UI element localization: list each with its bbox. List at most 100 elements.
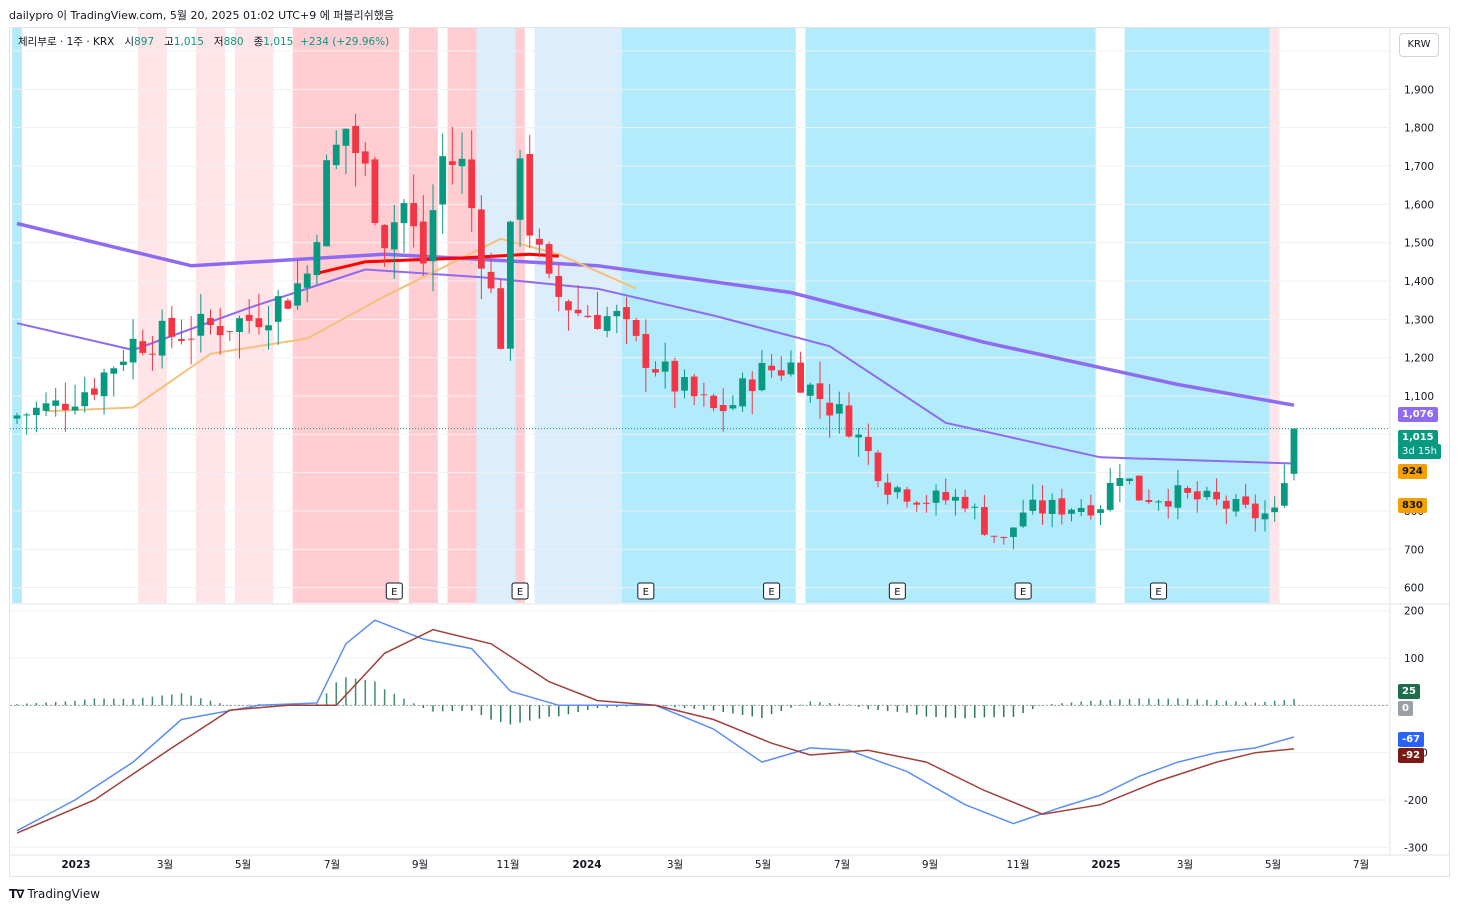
candle-body	[400, 203, 408, 224]
low-value: 880	[223, 36, 244, 48]
time-tick-label: 2025	[1091, 859, 1120, 871]
candle-body	[874, 452, 882, 482]
candle-body	[932, 490, 940, 503]
earnings-marker-label: E	[391, 587, 397, 598]
candle-body	[565, 301, 572, 311]
candle-body	[410, 203, 418, 227]
signal-line	[16, 628, 1295, 834]
candle-body	[487, 271, 495, 289]
candle-body	[555, 275, 563, 297]
candle-body	[23, 414, 31, 416]
price-tick-label: 1,100	[1404, 391, 1434, 403]
signal-line-label: -92	[1398, 748, 1425, 763]
candle-body	[100, 372, 108, 397]
candle-body	[826, 402, 834, 416]
earnings-marker-label: E	[517, 587, 523, 598]
candle-body	[642, 334, 650, 368]
candle-body	[1222, 500, 1230, 509]
candle-body	[1203, 490, 1211, 498]
candle-body	[835, 404, 843, 414]
candle-body	[913, 502, 921, 505]
macd-pane: 2001000-100-200-300	[10, 606, 1428, 854]
candle-body	[1193, 491, 1201, 500]
candle-body	[13, 415, 21, 419]
earnings-marker	[1014, 582, 1032, 600]
candle-body	[1039, 500, 1046, 514]
candle-body	[681, 377, 688, 391]
highlight-band	[292, 28, 400, 603]
candle-body	[1251, 503, 1259, 519]
candle-body	[284, 300, 292, 309]
candle-body	[1164, 501, 1172, 507]
earnings-marker	[385, 582, 403, 600]
publish-attribution: dailypro 이 TradingView.com, 5월 20, 2025 …	[9, 9, 395, 22]
candle-body	[1184, 488, 1191, 493]
symbol-legend: 체리부로 · 1주 · KRX 시897 고1,015 저880 종1,015 …	[18, 34, 389, 49]
currency-button[interactable]: KRW	[1399, 33, 1439, 57]
candle-body	[1019, 512, 1027, 527]
candle-body	[419, 221, 427, 264]
candle-body	[149, 353, 156, 355]
high-label: 고	[164, 36, 174, 48]
candle-body	[477, 209, 485, 269]
close-value: 1,015	[263, 36, 294, 48]
earnings-marker	[637, 582, 655, 600]
candle-body	[361, 151, 369, 164]
candle-body	[1145, 500, 1153, 503]
countdown-label: 3d 15h	[1398, 444, 1441, 459]
candle-body	[1135, 475, 1143, 501]
time-tick-label: 9월	[412, 859, 428, 871]
candle-body	[448, 161, 456, 165]
candle-body	[91, 388, 98, 395]
candle-body	[168, 317, 176, 337]
candle-body	[332, 144, 340, 166]
highlight-band	[805, 28, 1096, 603]
candle-body	[245, 314, 253, 321]
candle-body	[797, 362, 804, 393]
macd-tick-label: -200	[1404, 795, 1428, 807]
earnings-marker-label: E	[1155, 587, 1161, 598]
candle-body	[32, 407, 40, 416]
candle-body	[265, 325, 272, 331]
candle-body	[178, 339, 185, 341]
candle-body	[768, 365, 775, 371]
candle-body	[961, 496, 969, 509]
ma-mid-price-label: 924	[1398, 464, 1427, 479]
brand-name: TradingView	[27, 887, 101, 901]
open-value: 897	[134, 36, 155, 48]
highlight-band	[621, 28, 796, 603]
time-tick-label: 3월	[1177, 859, 1193, 871]
price-tick-label: 600	[1404, 583, 1424, 595]
time-tick-label: 7월	[1353, 859, 1369, 871]
candle-body	[110, 368, 118, 374]
candle-body	[1077, 507, 1085, 512]
time-tick-label: 7월	[834, 859, 850, 871]
price-tick-label: 1,400	[1404, 276, 1434, 288]
candle-body	[439, 156, 447, 205]
price-tick-label: 1,200	[1404, 353, 1434, 365]
tradingview-logo-icon: T∇	[9, 887, 25, 901]
candle-body	[294, 283, 301, 306]
earnings-marker-label: E	[768, 587, 774, 598]
candle-body	[758, 362, 766, 391]
macd-histogram-label: 25	[1398, 684, 1420, 699]
low-label: 저	[213, 36, 224, 48]
candle-body	[342, 128, 350, 146]
time-axis: 2023 3월 5월 7월 9월 11월 2024 3월 5월 7월 9월 11월 2025 3월 5월 7월	[61, 859, 1369, 871]
background-bands	[12, 28, 1280, 603]
candle-body	[1106, 482, 1114, 510]
candle-body	[671, 360, 679, 392]
candle-body	[739, 378, 746, 407]
tradingview-brand[interactable]: T∇ TradingView	[9, 887, 100, 901]
candle-body	[787, 362, 795, 375]
candle-body	[981, 507, 988, 535]
earnings-marker-label: E	[1020, 587, 1026, 598]
candle-body	[226, 331, 234, 333]
open-label: 시	[124, 36, 135, 48]
candle-body	[81, 392, 89, 407]
highlight-band	[1269, 28, 1280, 603]
candle-body	[458, 158, 466, 167]
candle-body	[922, 502, 930, 504]
